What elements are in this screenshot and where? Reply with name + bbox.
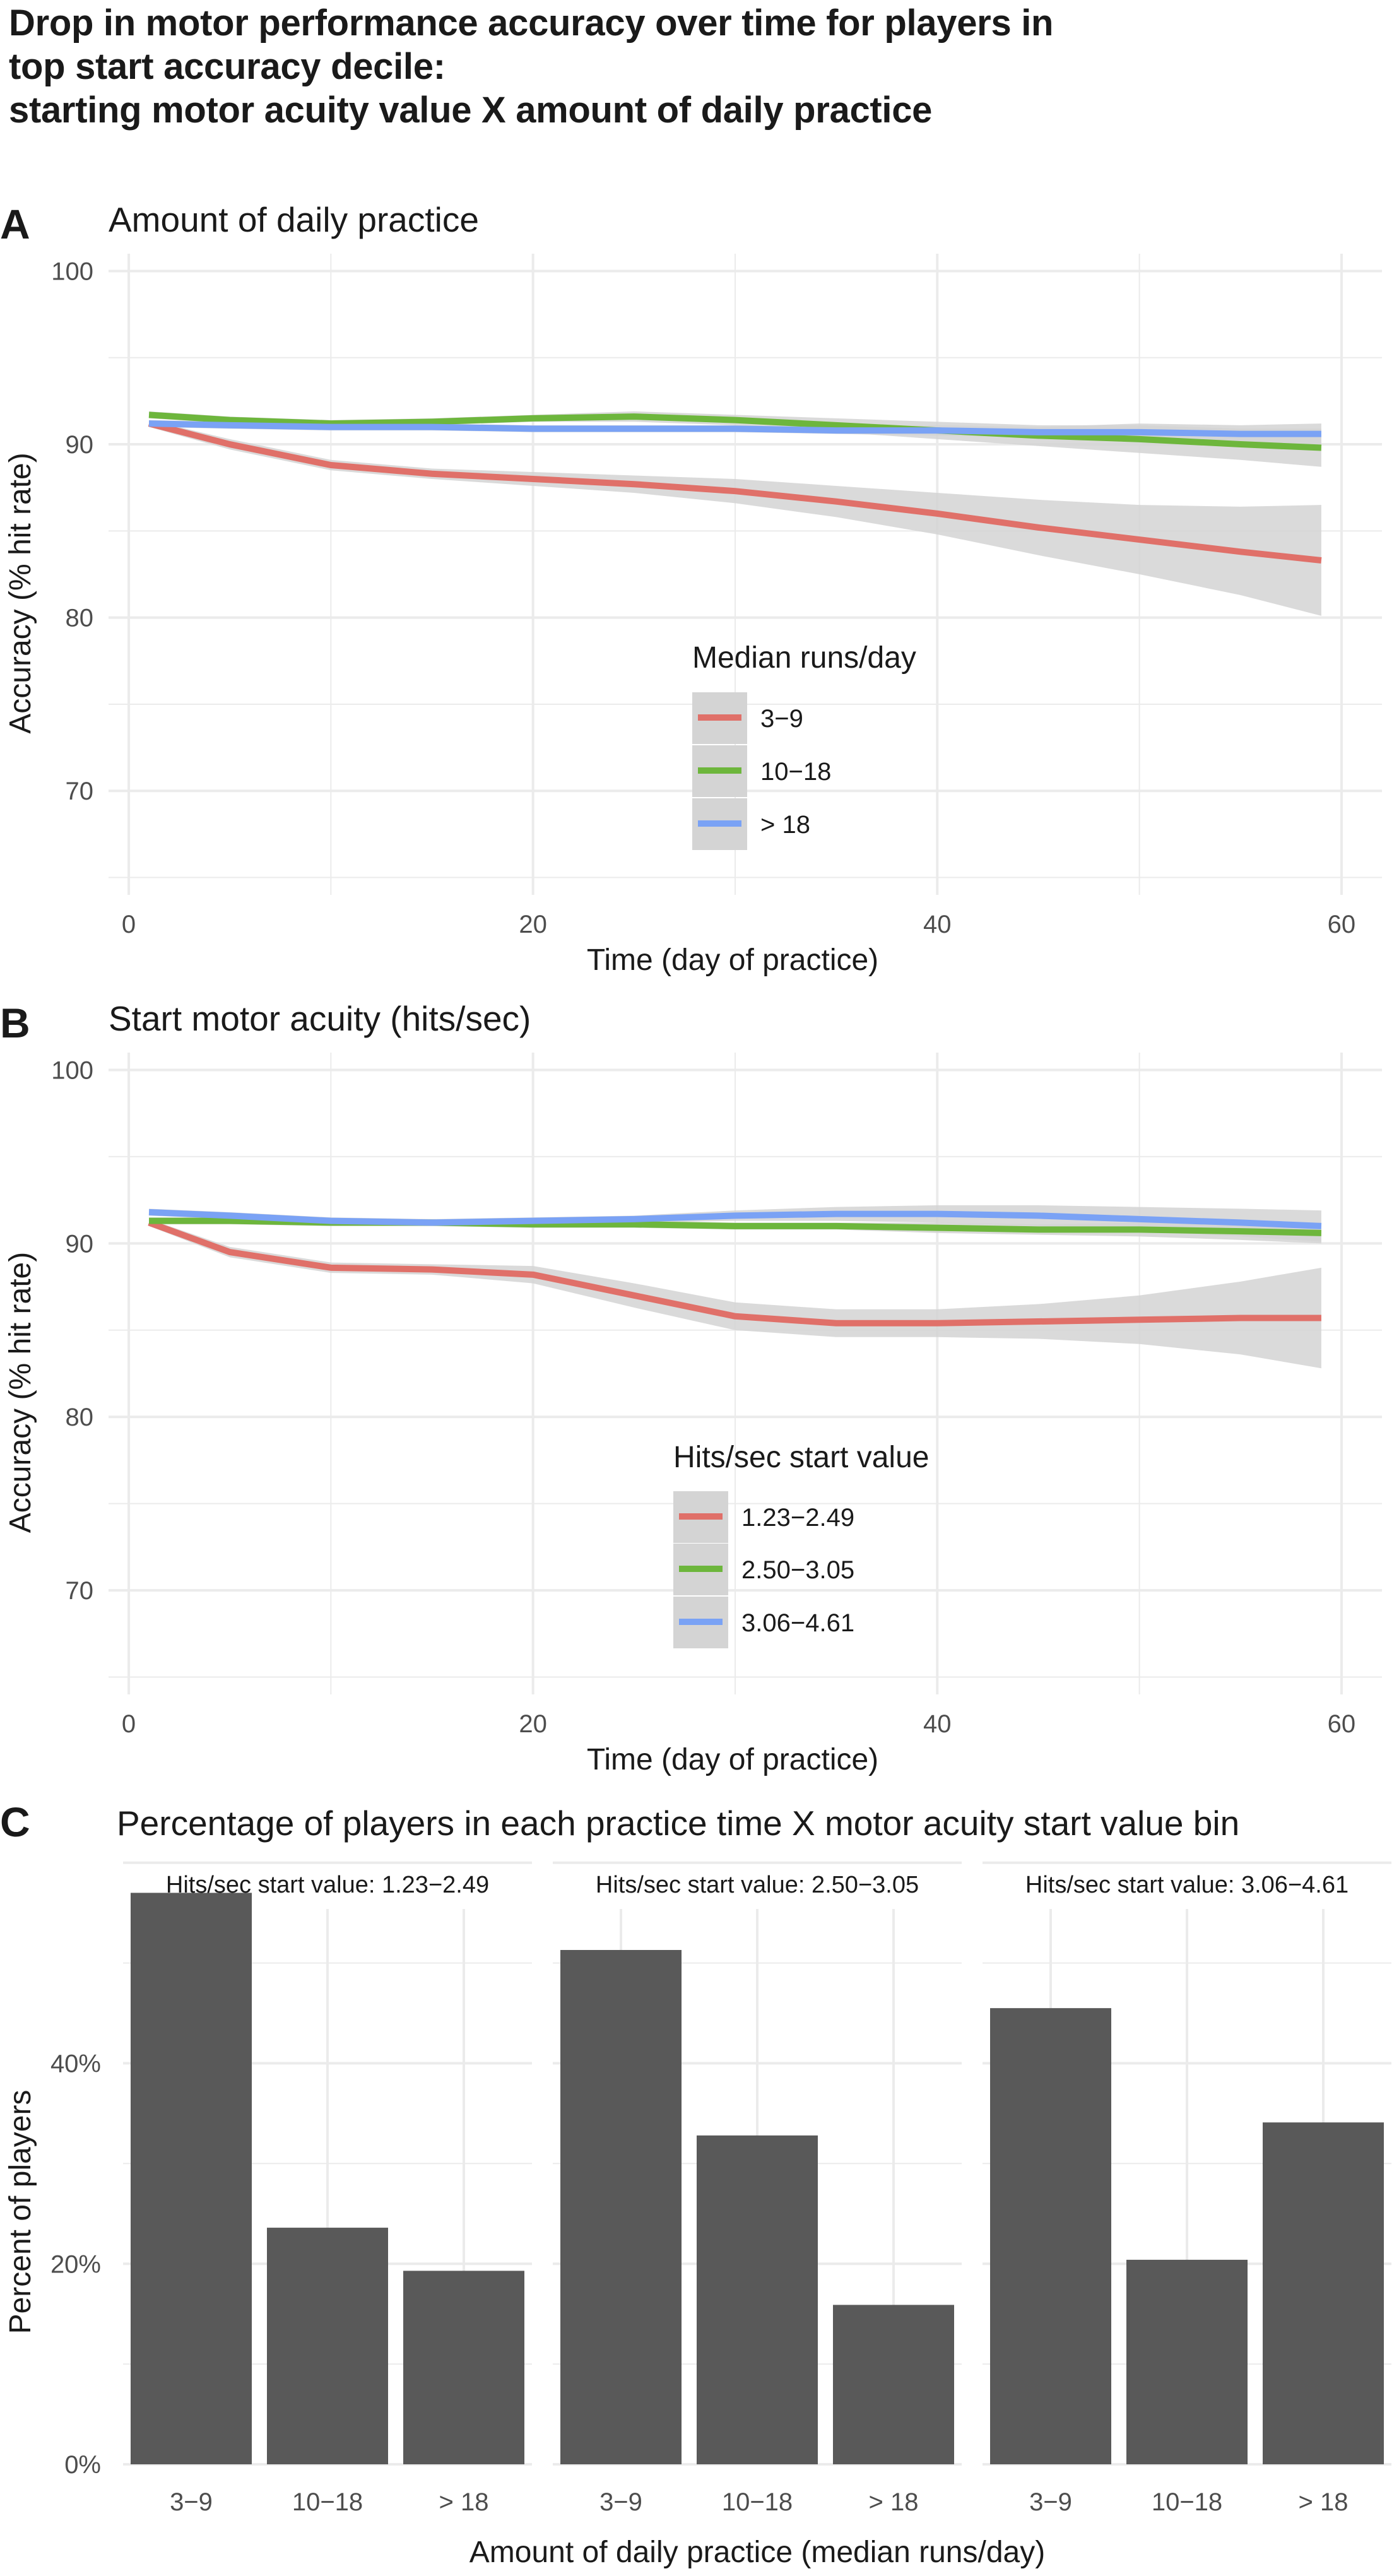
confidence-band-1 <box>149 411 1321 467</box>
figure-title-line-3: starting motor acuity value X amount of … <box>9 90 933 131</box>
x-tick-label: 60 <box>1328 1710 1356 1738</box>
legend-label: 2.50−3.05 <box>741 1556 854 1584</box>
bar <box>403 2271 524 2464</box>
bar <box>1263 2122 1384 2464</box>
facet-strip-label: Hits/sec start value: 3.06−4.61 <box>1025 1872 1349 1898</box>
y-tick-label: 80 <box>66 605 94 632</box>
series-line-1 <box>148 411 1322 451</box>
figure-title-line-2: top start accuracy decile: <box>9 46 446 87</box>
x-tick-label: 3−9 <box>170 2488 213 2516</box>
x-tick-label: 40 <box>923 911 952 938</box>
y-tick-label: 70 <box>66 1577 94 1605</box>
legend: Hits/sec start value 1.23−2.49 2.50−3.05 3.… <box>673 1441 929 1648</box>
x-tick-label: 10−18 <box>722 2488 793 2516</box>
x-tick-label: > 18 <box>439 2488 489 2516</box>
y-tick-label: 100 <box>51 1056 93 1084</box>
bar <box>1126 2259 1248 2464</box>
legend-label: 3−9 <box>760 705 803 733</box>
confidence-band-0 <box>149 1219 1321 1369</box>
series-line-0 <box>148 420 1322 564</box>
figure-title-line-1: Drop in motor performance accuracy over … <box>9 3 1054 44</box>
y-tick-label: 0% <box>64 2451 101 2479</box>
bar <box>833 2305 954 2464</box>
legend-label: > 18 <box>760 811 810 839</box>
y-tick-label: 40% <box>50 2050 101 2078</box>
x-tick-label: 10−18 <box>1152 2488 1222 2516</box>
bar <box>267 2228 388 2464</box>
y-tick-label: 80 <box>66 1403 94 1431</box>
x-tick-label: 40 <box>923 1710 952 1738</box>
y-tick-label: 90 <box>66 1230 94 1258</box>
x-axis-label: Time (day of practice) <box>587 1743 878 1776</box>
x-tick-label: 20 <box>519 1710 547 1738</box>
legend-title: Median runs/day <box>692 641 916 675</box>
legend-label: 1.23−2.49 <box>741 1504 854 1532</box>
series-line-2 <box>148 1208 1322 1229</box>
bar <box>560 1949 682 2464</box>
gridlines <box>109 1053 1382 1694</box>
x-axis-label: Amount of daily practice (median runs/da… <box>469 2536 1045 2569</box>
panel-title: Percentage of players in each practice t… <box>117 1804 1239 1843</box>
facet-strip-label: Hits/sec start value: 2.50−3.05 <box>596 1872 919 1898</box>
y-tick-label: 20% <box>50 2250 101 2278</box>
y-axis-label: Accuracy (% hit rate) <box>4 1252 37 1533</box>
confidence-band-0 <box>149 420 1321 616</box>
panel-letter: C <box>0 1799 30 1845</box>
x-tick-label: 3−9 <box>599 2488 642 2516</box>
figure-title: Drop in motor performance accuracy over … <box>9 1 1053 132</box>
facet-2: Hits/sec start value: 2.50−3.05 3−9 10−18 >… <box>553 1861 962 2516</box>
bar <box>697 2135 818 2464</box>
x-tick-label: 3−9 <box>1029 2488 1072 2516</box>
x-tick-label: 20 <box>519 911 547 938</box>
legend-label: 3.06−4.61 <box>741 1609 854 1637</box>
x-tick-label: 0 <box>122 1710 136 1738</box>
x-axis-label: Time (day of practice) <box>587 943 878 977</box>
legend: Median runs/day 3−9 10−18 > 18 <box>692 641 916 850</box>
x-tick-label: > 18 <box>869 2488 919 2516</box>
panel-c-chart: C Percentage of players in each practice … <box>0 1799 1391 2569</box>
panel-a-chart: A Amount of daily practice 70 80 90 100 0 20 40 6… <box>0 200 1382 977</box>
bar <box>990 2008 1111 2464</box>
y-axis-label: Accuracy (% hit rate) <box>4 452 37 733</box>
legend-label: 10−18 <box>760 758 831 786</box>
y-tick-label: 100 <box>51 257 93 285</box>
x-tick-label: > 18 <box>1299 2488 1349 2516</box>
series-line-0 <box>148 1219 1321 1326</box>
y-tick-label: 90 <box>66 431 94 459</box>
facet-1: Hits/sec start value: 1.23−2.493−9 10−18 >… <box>123 1861 532 2516</box>
panel-title: Start motor acuity (hits/sec) <box>109 999 531 1038</box>
panel-letter: B <box>0 1000 30 1046</box>
panel-letter: A <box>0 201 30 247</box>
x-tick-label: 10−18 <box>292 2488 363 2516</box>
panel-b-chart: B Start motor acuity (hits/sec) 70 80 90 100 0… <box>0 999 1382 1776</box>
x-tick-label: 0 <box>122 911 136 938</box>
series-line-2 <box>148 420 1321 437</box>
bar <box>131 1893 252 2464</box>
legend-title: Hits/sec start value <box>673 1441 929 1474</box>
facet-3: Hits/sec start value: 3.06−4.61 3−9 10−18 >… <box>983 1861 1391 2516</box>
y-tick-label: 70 <box>66 777 94 805</box>
y-axis-label: Percent of players <box>4 2090 37 2334</box>
x-tick-label: 60 <box>1328 911 1356 938</box>
panel-title: Amount of daily practice <box>109 200 479 239</box>
